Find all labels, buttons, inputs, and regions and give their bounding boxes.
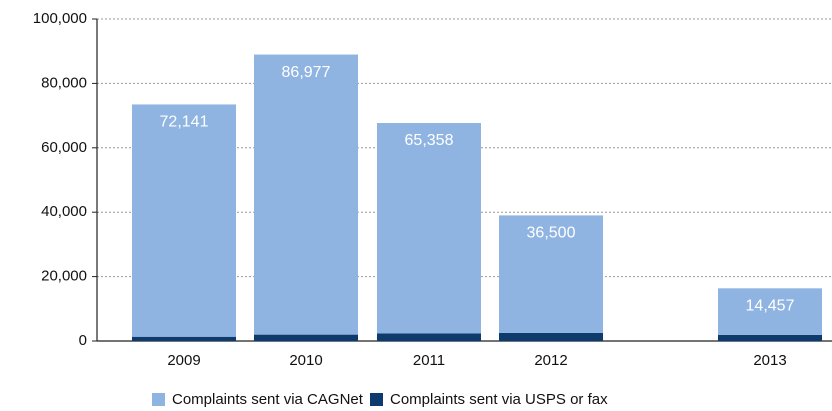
bar-segment [499, 215, 603, 333]
y-tick-label: 20,000 [41, 268, 87, 285]
y-tick-label: 80,000 [41, 74, 87, 91]
legend-label: Complaints sent via USPS or fax [390, 391, 608, 408]
y-tick-label: 60,000 [41, 139, 87, 156]
bar-segment [499, 332, 603, 341]
legend-label: Complaints sent via CAGNet [172, 391, 364, 408]
x-tick-label: 2011 [413, 352, 445, 369]
bar-segment [132, 104, 236, 337]
value-label: 36,500 [527, 225, 576, 242]
bar-segment [132, 336, 236, 341]
bar-segment [377, 122, 481, 334]
x-tick-label: 2012 [534, 352, 567, 369]
bar-segment [254, 54, 358, 335]
legend-swatch [152, 393, 165, 406]
bar-segment [718, 288, 822, 335]
y-tick-label: 0 [79, 332, 87, 349]
x-tick-label: 2009 [167, 352, 200, 369]
bar-segment [254, 334, 358, 341]
value-label: 65,358 [405, 132, 454, 149]
value-label: 14,457 [746, 298, 795, 315]
value-label: 86,977 [282, 64, 331, 81]
bar-segment [377, 333, 481, 341]
bar-segment [718, 334, 822, 341]
value-label: 72,141 [160, 114, 209, 131]
x-tick-label: 2010 [289, 352, 322, 369]
legend-swatch [370, 393, 383, 406]
y-tick-label: 100,000 [33, 10, 87, 27]
x-tick-label: 2013 [753, 352, 786, 369]
y-tick-label: 40,000 [41, 203, 87, 220]
